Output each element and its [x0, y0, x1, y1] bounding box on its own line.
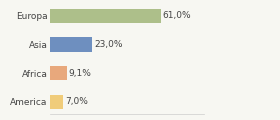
Bar: [50, 37, 92, 52]
Bar: [50, 9, 161, 23]
Bar: [50, 95, 63, 109]
Text: 9,1%: 9,1%: [69, 69, 92, 78]
Text: 7,0%: 7,0%: [65, 97, 88, 106]
Text: 23,0%: 23,0%: [94, 40, 122, 49]
Text: 61,0%: 61,0%: [163, 11, 191, 20]
Bar: [50, 66, 67, 80]
